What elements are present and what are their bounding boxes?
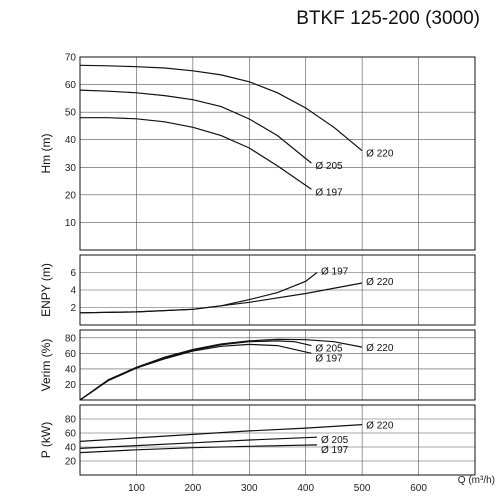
head-ytick-label: 70 (65, 53, 77, 64)
power-series-label: Ø 220 (366, 421, 394, 432)
power-ytick-label: 40 (65, 443, 77, 454)
efficiency-ytick-label: 40 (65, 364, 77, 375)
power-curve-1 (79, 436, 318, 449)
npsh-ytick-label: 2 (70, 303, 76, 314)
npsh-series-label: Ø 197 (321, 267, 349, 278)
x-tick-label: 600 (410, 483, 427, 494)
efficiency-series-label: Ø 220 (366, 343, 394, 354)
efficiency-ytick-label: 20 (65, 380, 77, 391)
efficiency-series-label: Ø 197 (315, 353, 343, 364)
npsh-panel-frame (79, 254, 476, 326)
npsh-series-label: Ø 220 (366, 277, 394, 288)
efficiency-curve-2 (79, 343, 312, 401)
head-series-label: Ø 197 (315, 187, 343, 198)
power-curve-0 (79, 424, 363, 442)
head-curve-1 (79, 89, 312, 164)
efficiency-y-axis-label: Verim (%) (39, 339, 53, 392)
npsh-curve-1 (79, 282, 363, 314)
power-series-label: Ø 205 (321, 435, 349, 446)
x-tick-label: 300 (241, 483, 258, 494)
power-ytick-label: 20 (65, 457, 77, 468)
x-tick-label: 400 (297, 483, 314, 494)
npsh-ytick-label: 4 (70, 286, 76, 297)
power-y-axis-label: P (kW) (39, 422, 53, 458)
grid-layer (79, 56, 476, 476)
power-ytick-label: 60 (65, 429, 77, 440)
power-series-label: Ø 197 (321, 445, 349, 456)
head-panel-frame (79, 56, 476, 251)
efficiency-curve-1 (79, 340, 312, 401)
head-ytick-label: 10 (65, 218, 77, 229)
efficiency-curve-0 (79, 338, 363, 401)
head-ytick-label: 40 (65, 135, 77, 146)
head-curve-0 (79, 64, 363, 152)
x-tick-label: 500 (354, 483, 371, 494)
head-ytick-label: 50 (65, 108, 77, 119)
head-series-label: Ø 205 (315, 161, 343, 172)
curves-layer (79, 64, 363, 454)
efficiency-series-label: Ø 205 (315, 344, 343, 355)
x-axis-label: Q (m³/h) (458, 475, 495, 486)
x-tick-label: 100 (128, 483, 145, 494)
power-panel-frame (79, 404, 476, 476)
power-curve-2 (79, 444, 318, 454)
power-ytick-label: 80 (65, 415, 77, 426)
head-series-label: Ø 220 (366, 149, 394, 160)
npsh-y-axis-label: ENPY (m) (39, 263, 53, 317)
efficiency-panel-frame (79, 329, 476, 401)
chart-title: BTKF 125-200 (3000) (296, 8, 480, 29)
x-tick-label: 200 (185, 483, 202, 494)
head-ytick-label: 20 (65, 190, 77, 201)
head-curve-2 (80, 117, 312, 190)
efficiency-ytick-label: 80 (65, 333, 77, 344)
npsh-curve-0 (79, 272, 318, 314)
npsh-ytick-label: 6 (70, 268, 76, 279)
head-ytick-label: 60 (65, 80, 77, 91)
head-ytick-label: 30 (65, 163, 77, 174)
efficiency-ytick-label: 60 (65, 349, 77, 360)
head-y-axis-label: Hm (m) (39, 134, 53, 174)
